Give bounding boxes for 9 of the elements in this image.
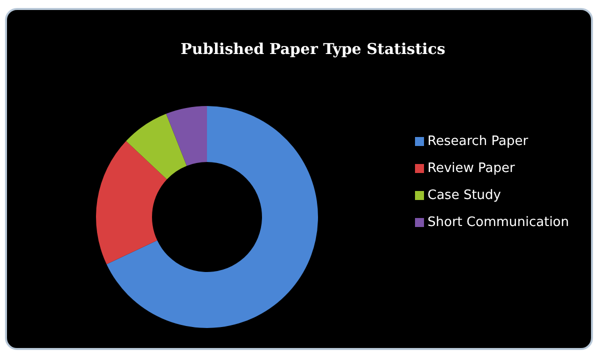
donut-slice [126, 114, 187, 180]
donut-slice [166, 106, 207, 166]
donut-slice [106, 106, 318, 328]
legend-label: Research Paper [428, 134, 528, 149]
donut-slice [96, 141, 167, 264]
legend-label: Review Paper [428, 161, 515, 176]
legend-label: Case Study [428, 188, 501, 203]
legend-label: Short Communication [428, 215, 569, 230]
chart-title: Published Paper Type Statistics [180, 40, 446, 58]
